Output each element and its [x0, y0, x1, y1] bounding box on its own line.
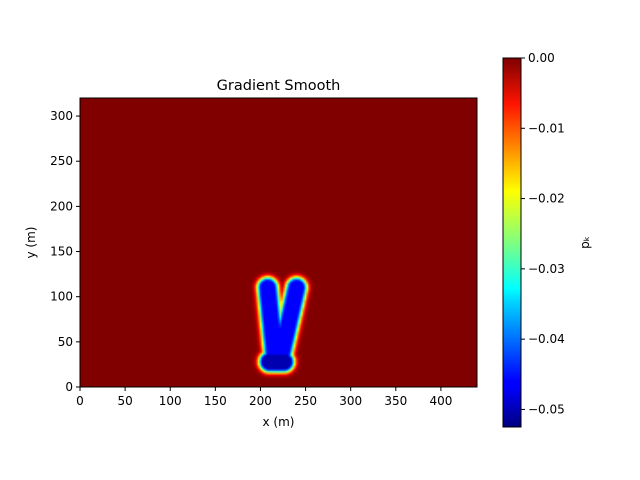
colorbar-gradient [503, 58, 521, 427]
y-axis-label: y (m) [24, 227, 38, 259]
x-tick-label: 350 [384, 394, 407, 408]
y-tick-label: 200 [50, 199, 73, 213]
colorbar-tick-label: 0.00 [528, 51, 555, 65]
colorbar-tick-label: −0.04 [528, 332, 565, 346]
colorbar-frame [502, 57, 522, 428]
x-axis-label: x (m) [263, 415, 295, 429]
y-tick-label: 150 [50, 245, 73, 259]
colorbar-tick-label: −0.02 [528, 192, 565, 206]
x-tick-label: 150 [204, 394, 227, 408]
x-tick-label: 400 [429, 394, 452, 408]
x-tick-label: 0 [76, 394, 84, 408]
plot-frame [79, 97, 478, 388]
colorbar-tick-label: −0.01 [528, 121, 565, 135]
colorbar: 0.00 −0.01 −0.02 −0.03 −0.04 −0.05 pₖ [502, 51, 592, 428]
colorbar-ticks: 0.00 −0.01 −0.02 −0.03 −0.04 −0.05 [521, 51, 565, 416]
chart-title: Gradient Smooth [217, 78, 341, 94]
heatmap-image [80, 98, 477, 387]
y-axis: 0 50 100 150 200 250 300 [50, 109, 80, 394]
x-tick-label: 100 [159, 394, 182, 408]
heatmap-raster [80, 98, 477, 387]
x-tick-label: 200 [249, 394, 272, 408]
y-tick-label: 50 [58, 335, 73, 349]
x-tick-label: 250 [294, 394, 317, 408]
y-tick-label: 300 [50, 109, 73, 123]
x-tick-label: 300 [339, 394, 362, 408]
x-axis: 0 50 100 150 200 250 300 350 400 [76, 387, 452, 408]
colorbar-tick-label: −0.03 [528, 262, 565, 276]
colorbar-label: pₖ [578, 236, 592, 249]
x-tick-label: 50 [117, 394, 132, 408]
y-tick-label: 0 [65, 380, 73, 394]
y-tick-label: 250 [50, 154, 73, 168]
colorbar-tick-label: −0.05 [528, 402, 565, 416]
y-tick-label: 100 [50, 290, 73, 304]
